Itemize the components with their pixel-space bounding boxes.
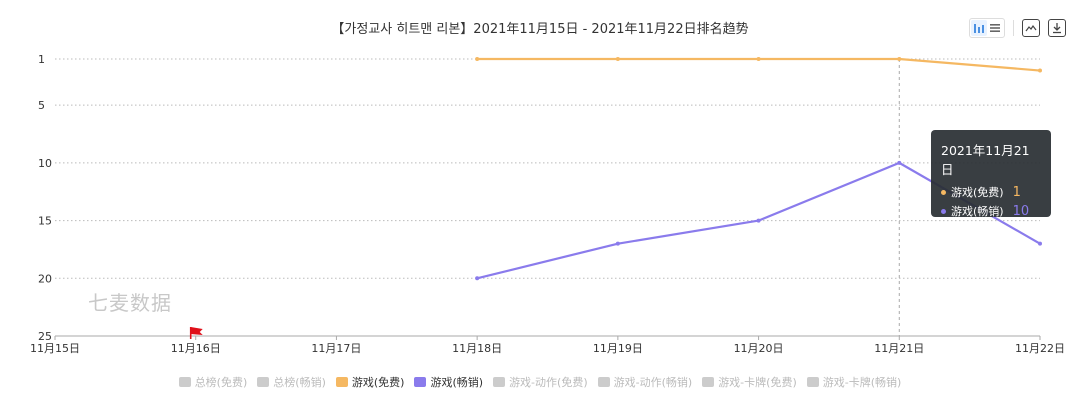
legend-swatch: [257, 377, 270, 387]
legend-item[interactable]: 游戏-动作(免费): [493, 374, 588, 390]
list-icon[interactable]: [987, 20, 1003, 36]
bar-chart-icon[interactable]: [971, 20, 987, 36]
legend-item[interactable]: 游戏(畅销): [414, 374, 483, 390]
x-tick-label: 11月19日: [593, 342, 643, 355]
view-toggle: [969, 18, 1005, 38]
legend-swatch: [414, 377, 427, 387]
y-tick-label: 1: [38, 53, 45, 66]
legend-item[interactable]: 游戏(免费): [335, 374, 405, 390]
data-point: [475, 57, 480, 61]
tooltip: 2021年11月21日 游戏(免费) 1 游戏(畅销) 10: [931, 130, 1051, 219]
chart-toolbar: [969, 18, 1066, 38]
legend-swatch: [806, 377, 819, 387]
tooltip-label: 游戏(免费): [951, 186, 1004, 199]
y-tick-label: 15: [38, 215, 52, 228]
data-point: [1038, 241, 1042, 246]
x-tick-label: 11月22日: [1015, 342, 1065, 355]
data-point: [756, 57, 761, 61]
data-point: [1038, 68, 1042, 73]
legend-item[interactable]: 游戏-卡牌(畅销): [806, 374, 902, 390]
legend-label: 游戏-动作(畅销): [613, 376, 693, 389]
data-point: [615, 57, 620, 61]
x-tick-label: 11月20日: [734, 342, 784, 355]
legend-item[interactable]: 游戏-卡牌(免费): [702, 374, 797, 390]
legend-label: 游戏(畅销): [430, 376, 484, 389]
legend-swatch: [335, 377, 348, 387]
y-tick-label: 5: [38, 99, 45, 112]
y-tick-label: 20: [38, 272, 52, 285]
y-tick-label: 25: [38, 330, 52, 343]
y-tick-label: 10: [38, 157, 52, 170]
legend-label: 游戏-卡牌(畅销): [822, 376, 902, 389]
flag-icon: [190, 327, 203, 335]
data-point: [615, 241, 620, 246]
tooltip-title: 2021年11月21日: [941, 143, 1030, 177]
data-point: [756, 218, 761, 223]
legend-swatch: [493, 377, 506, 387]
legend-item[interactable]: 游戏-动作(畅销): [597, 374, 693, 390]
tooltip-value: 1: [1012, 184, 1021, 200]
legend-label: 游戏-动作(免费): [509, 376, 588, 389]
x-tick-label: 11月21日: [874, 342, 924, 355]
watermark: 七麦数据: [88, 291, 172, 315]
chart-legend: 总榜(免费) 总榜(畅销) 游戏(免费) 游戏(畅销) 游戏-动作(免费) 游戏-动作(畅…: [0, 374, 1080, 390]
legend-swatch: [178, 377, 191, 387]
tooltip-dot: [941, 208, 946, 214]
x-tick-label: 11月16日: [171, 342, 221, 355]
data-point: [897, 160, 902, 165]
chart-title: 【가정교사 히트맨 리본】2021年11月15日 - 2021年11月22日排名…: [331, 22, 749, 37]
legend-swatch: [702, 377, 715, 387]
legend-label: 游戏(免费): [351, 376, 405, 389]
legend-label: 总榜(畅销): [273, 376, 326, 389]
tooltip-row: 游戏(畅销) 10: [941, 203, 1041, 219]
legend-item[interactable]: 总榜(免费): [178, 374, 248, 390]
x-tick-label: 11月15日: [30, 342, 80, 355]
legend-swatch: [597, 377, 610, 387]
tooltip-label: 游戏(畅销): [951, 205, 1004, 218]
legend-item[interactable]: 总榜(畅销): [257, 374, 326, 390]
download-icon[interactable]: [1048, 19, 1066, 37]
x-tick-label: 11月18日: [452, 342, 502, 355]
x-tick-label: 11月17日: [311, 342, 361, 355]
tooltip-value: 10: [1012, 203, 1030, 219]
legend-label: 游戏-卡牌(免费): [718, 376, 797, 389]
image-export-icon[interactable]: [1022, 19, 1040, 37]
legend-label: 总榜(免费): [194, 376, 248, 389]
data-point: [897, 57, 902, 61]
tooltip-dot: [941, 189, 946, 195]
tooltip-row: 游戏(免费) 1: [941, 184, 1041, 200]
toolbar-separator: [1013, 20, 1014, 36]
data-point: [475, 276, 480, 281]
